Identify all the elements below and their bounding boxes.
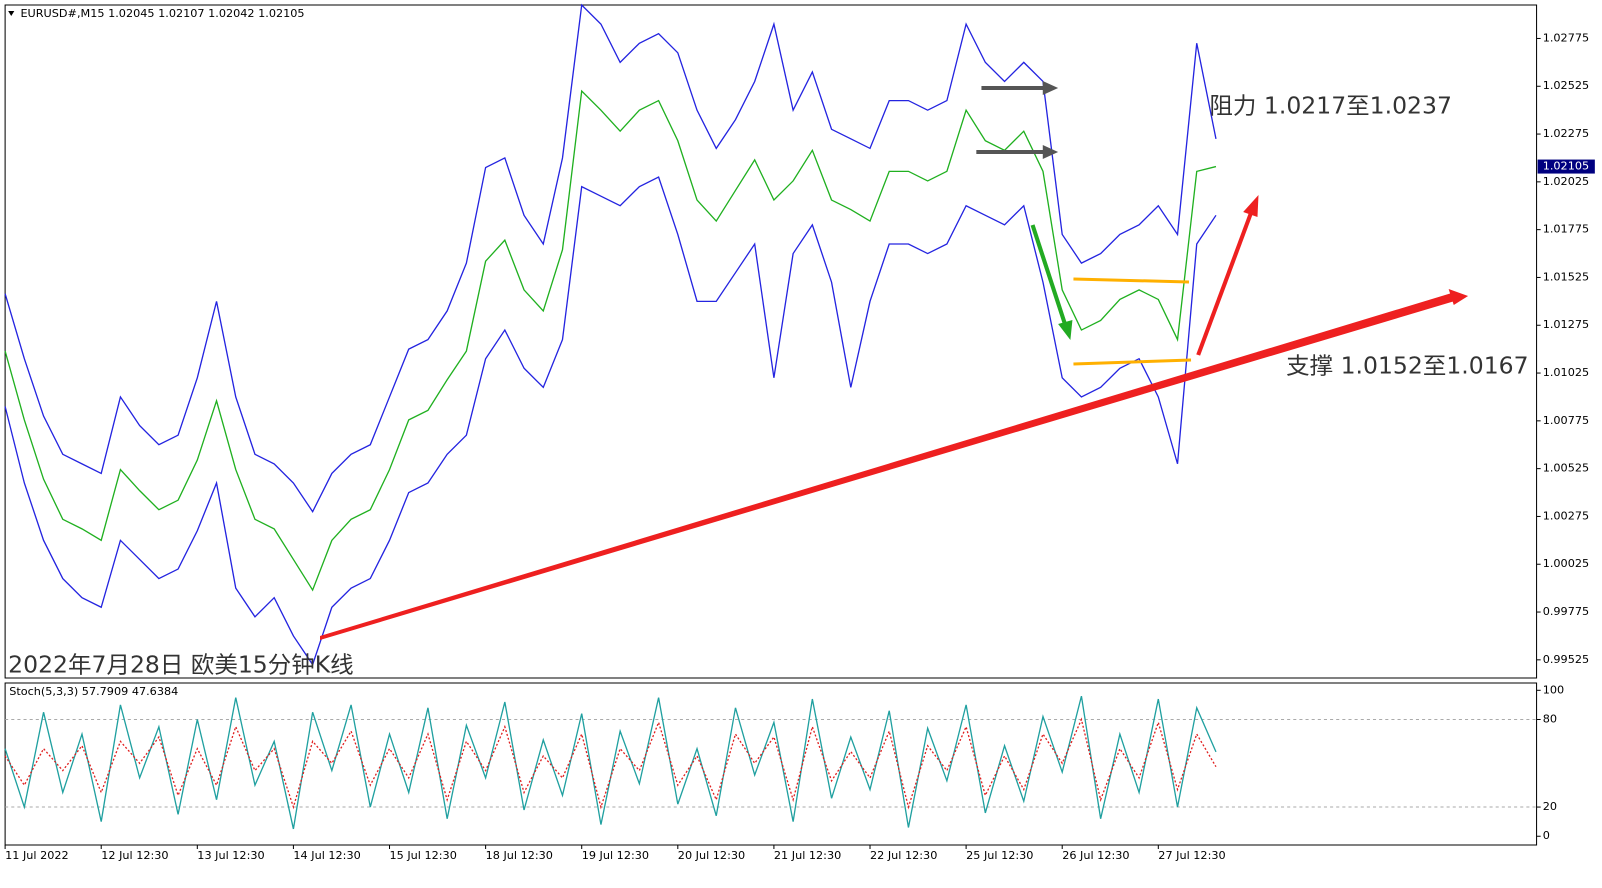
x-tick-label: 18 Jul 12:30	[486, 849, 553, 862]
plot: 11 Jul 2022 12 Jul 12:30 13 Jul 12:30 14 Ju…	[4, 3, 1595, 862]
x-tick-label: 14 Jul 12:30	[293, 849, 360, 862]
arrow-head	[1058, 320, 1073, 340]
x-tick-label: 26 Jul 12:30	[1062, 849, 1129, 862]
y-tick-label: 1.00025	[1543, 557, 1589, 570]
trend-line	[319, 293, 1455, 640]
arrow-head	[1243, 195, 1259, 217]
series-line	[4, 3, 1217, 513]
x-tick-label: 13 Jul 12:30	[197, 849, 264, 862]
series-line	[4, 176, 1217, 667]
x-tick-label: 25 Jul 12:30	[966, 849, 1033, 862]
y-tick-label: 1.02025	[1543, 175, 1589, 188]
x-tick-label: 12 Jul 12:30	[101, 849, 168, 862]
range-line	[1073, 277, 1190, 284]
y-tick-label: 100	[1543, 683, 1564, 696]
x-tick-label: 20 Jul 12:30	[678, 849, 745, 862]
y-tick-label: 0.99775	[1543, 605, 1589, 618]
x-tick-label: 21 Jul 12:30	[774, 849, 841, 862]
x-tick-label: 19 Jul 12:30	[582, 849, 649, 862]
title-icon	[8, 11, 15, 16]
series-line	[4, 695, 1217, 830]
series-line	[4, 89, 1217, 592]
series-line	[4, 717, 1217, 810]
last-price-box	[1537, 159, 1595, 174]
annotation: 支撑 1.0152至1.0167	[1286, 353, 1528, 380]
last-price-label: 1.02105	[1543, 160, 1589, 173]
y-tick-label: 1.00275	[1543, 510, 1589, 523]
y-tick-label: 1.01025	[1543, 366, 1589, 379]
y-tick-label: 1.01275	[1543, 318, 1589, 331]
x-tick-label: 11 Jul 2022	[5, 849, 69, 862]
x-tick-label: 22 Jul 12:30	[870, 849, 937, 862]
arrow-head	[1042, 145, 1059, 159]
annotation: 2022年7月28日 欧美15分钟K线	[8, 652, 354, 679]
y-tick-label: 20	[1543, 800, 1557, 813]
up-arrow	[1196, 211, 1254, 356]
stoch-title: Stoch(5,3,3) 57.7909 47.6384	[9, 685, 178, 698]
main-frame	[4, 4, 1538, 679]
chart-title: EURUSD#,M15 1.02045 1.02107 1.02042 1.02…	[20, 7, 304, 20]
y-tick-label: 1.02275	[1543, 127, 1589, 140]
y-tick-label: 1.01525	[1543, 271, 1589, 284]
arrow-head	[1448, 289, 1469, 305]
y-tick-label: 80	[1543, 713, 1557, 726]
y-tick-label: 1.02525	[1543, 79, 1589, 92]
arrow-head	[1042, 81, 1059, 95]
x-tick-label: 27 Jul 12:30	[1158, 849, 1225, 862]
range-line	[1073, 358, 1192, 366]
annotation: 阻力 1.0217至1.0237	[1209, 93, 1451, 120]
x-tick-label: 15 Jul 12:30	[390, 849, 457, 862]
y-tick-label: 1.00775	[1543, 414, 1589, 427]
stoch-frame	[4, 682, 1538, 846]
y-tick-label: 1.01775	[1543, 223, 1589, 236]
y-tick-label: 1.02775	[1543, 32, 1589, 45]
y-tick-label: 0.99525	[1543, 653, 1589, 666]
y-tick-label: 1.00525	[1543, 462, 1589, 475]
y-tick-label: 0	[1543, 829, 1550, 842]
green-arrow	[1030, 224, 1068, 326]
